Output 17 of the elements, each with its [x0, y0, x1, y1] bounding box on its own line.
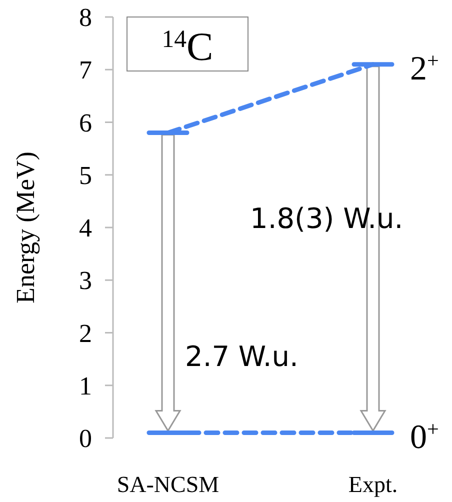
chart-title: $^{14}$C: [162, 24, 214, 69]
y-tick-label: 6: [79, 108, 92, 138]
series-label: 2$^{+}$: [410, 48, 439, 88]
y-tick-label: 7: [79, 56, 92, 85]
y-tick-label: 0: [79, 424, 92, 454]
y-tick-label: 1: [79, 371, 92, 400]
y-tick-label: 4: [79, 214, 92, 243]
annotation: 2.7 W.u.: [185, 340, 298, 373]
x-tick-label: SA-NCSM: [116, 472, 220, 497]
y-tick-label: 2: [79, 318, 92, 348]
annotation: 1.8(3) W.u.: [250, 202, 404, 235]
y-tick-label: 8: [79, 3, 92, 32]
y-axis-title: Energy (MeV): [11, 152, 40, 304]
y-tick-label: 5: [79, 160, 92, 190]
x-tick-label: Expt.: [348, 472, 398, 497]
series-label: 0$^{+}$: [410, 417, 439, 456]
y-tick-label: 3: [79, 266, 92, 296]
